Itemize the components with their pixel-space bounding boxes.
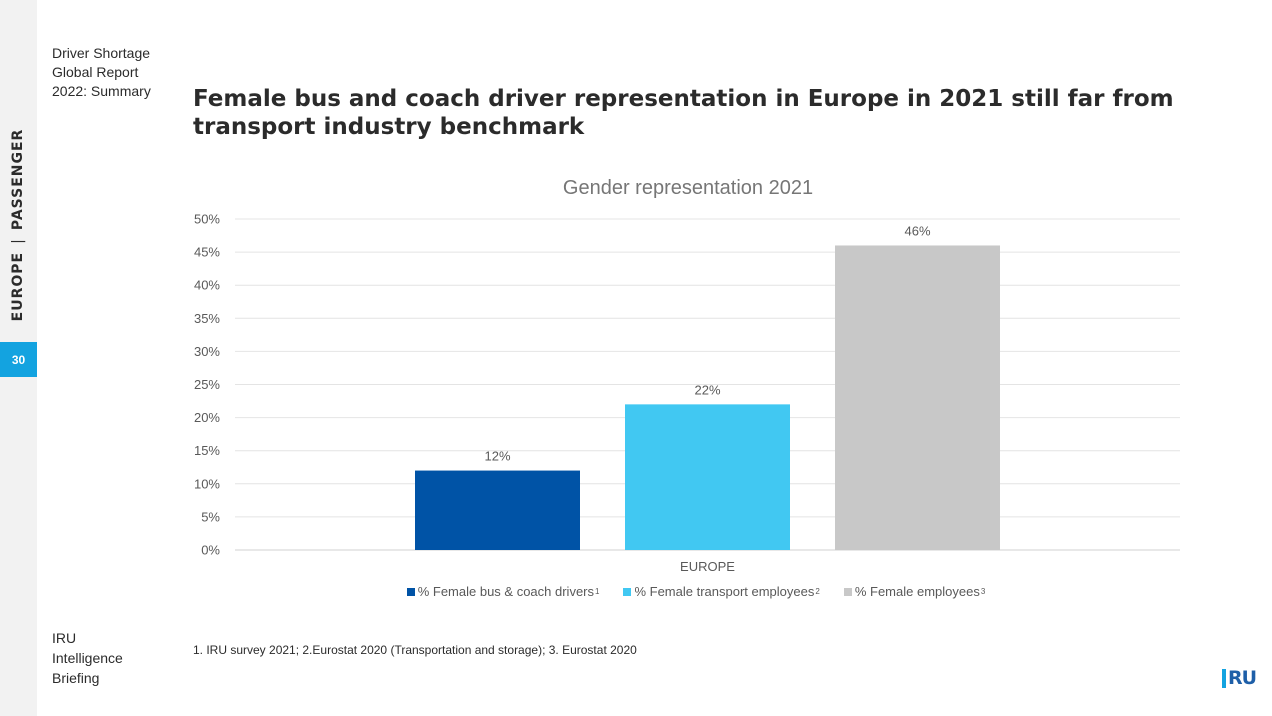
bar bbox=[625, 404, 790, 550]
legend-swatch bbox=[843, 587, 852, 596]
briefing-line: Briefing bbox=[52, 670, 100, 686]
y-tick-label: 5% bbox=[201, 509, 220, 524]
legend-footnote-marker: 2 bbox=[815, 587, 820, 596]
report-title-line: Driver Shortage bbox=[52, 45, 151, 61]
y-tick-label: 15% bbox=[194, 443, 220, 458]
report-title-line: 2022: Summary bbox=[52, 83, 151, 99]
legend-item: % Female bus & coach drivers 1 bbox=[406, 584, 600, 599]
y-tick-label: 50% bbox=[194, 212, 220, 227]
report-title-line: Global Report bbox=[52, 64, 139, 80]
data-label: 46% bbox=[904, 223, 930, 238]
y-tick-label: 0% bbox=[201, 543, 220, 558]
legend-label: % Female bus & coach drivers bbox=[417, 584, 594, 599]
logo-bar-icon bbox=[1222, 668, 1226, 688]
chart-title: Gender representation 2021 bbox=[563, 177, 813, 199]
footnote: 1. IRU survey 2021; 2.Eurostat 2020 (Tra… bbox=[193, 643, 637, 657]
legend-label: % Female employees bbox=[854, 584, 980, 599]
y-tick-label: 25% bbox=[194, 377, 220, 392]
bar bbox=[835, 245, 1000, 551]
legend-footnote-marker: 1 bbox=[595, 587, 600, 596]
briefing-label: IRU Intelligence Briefing bbox=[52, 628, 172, 688]
legend-item: % Female employees 3 bbox=[843, 584, 986, 599]
chart-legend: % Female bus & coach drivers 1 % Female tr… bbox=[0, 584, 1272, 599]
y-tick-label: 40% bbox=[194, 278, 220, 293]
report-title: Driver Shortage Global Report 2022: Summ… bbox=[52, 44, 172, 101]
legend-footnote-marker: 3 bbox=[980, 587, 986, 596]
legend-swatch bbox=[406, 587, 415, 596]
y-tick-label: 35% bbox=[194, 311, 220, 326]
x-category-label: EUROPE bbox=[680, 559, 735, 574]
legend-item: % Female transport employees 2 bbox=[623, 584, 820, 599]
page-title: Female bus and coach driver representati… bbox=[193, 86, 1174, 140]
sidebar: EUROPE|PASSENGER 30 bbox=[0, 0, 37, 716]
logo-text: RU bbox=[1228, 667, 1257, 689]
data-label: 22% bbox=[694, 382, 720, 397]
briefing-line: Intelligence bbox=[52, 650, 123, 666]
y-tick-label: 30% bbox=[194, 344, 220, 359]
data-label: 12% bbox=[484, 449, 510, 464]
y-tick-label: 20% bbox=[194, 410, 220, 425]
briefing-line: IRU bbox=[52, 630, 77, 646]
legend-label: % Female transport employees bbox=[634, 584, 815, 599]
iru-logo: RU bbox=[1222, 667, 1257, 689]
y-tick-label: 45% bbox=[194, 245, 220, 260]
legend-swatch bbox=[623, 587, 632, 596]
bar bbox=[415, 470, 580, 550]
page-number: 30 bbox=[0, 342, 37, 377]
y-tick-label: 10% bbox=[194, 476, 220, 491]
